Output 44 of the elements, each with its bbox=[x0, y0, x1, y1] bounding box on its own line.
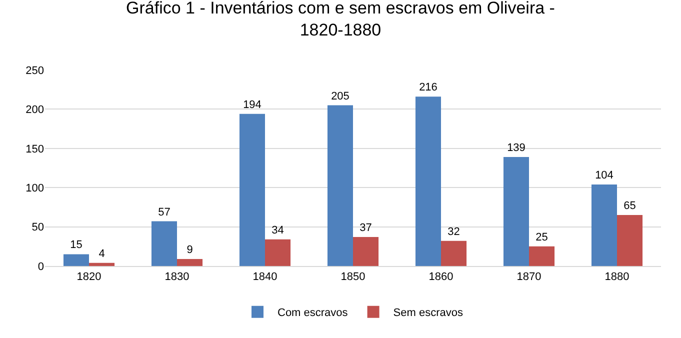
bar bbox=[89, 262, 115, 266]
data-label: 194 bbox=[243, 98, 262, 111]
bar bbox=[617, 215, 643, 266]
y-tick-label: 200 bbox=[26, 104, 44, 116]
x-tick-label: 1840 bbox=[252, 271, 278, 284]
y-tick-label: 150 bbox=[26, 143, 44, 156]
legend-label: Sem escravos bbox=[393, 307, 464, 320]
x-tick-label: 1820 bbox=[76, 271, 102, 284]
bar bbox=[63, 254, 89, 266]
chart-title: Gráfico 1 - Inventários com e sem escravos em Oliveira - 1820-1880 bbox=[126, 0, 555, 40]
bar bbox=[353, 236, 379, 266]
x-tick-label: 1880 bbox=[604, 271, 630, 284]
bar bbox=[265, 239, 291, 266]
x-tick-label: 1850 bbox=[340, 271, 366, 284]
data-label: 205 bbox=[331, 90, 350, 102]
y-tick-label: 0 bbox=[38, 260, 44, 273]
bar bbox=[591, 184, 617, 266]
bar bbox=[529, 246, 555, 266]
x-tick-label: 1870 bbox=[516, 271, 542, 284]
data-label: 139 bbox=[507, 142, 526, 154]
data-label: 34 bbox=[272, 224, 284, 236]
data-label: 65 bbox=[624, 200, 636, 212]
data-label: 216 bbox=[419, 82, 438, 94]
data-label: 57 bbox=[158, 206, 170, 218]
data-label: 32 bbox=[448, 226, 460, 238]
x-tick-label: 1830 bbox=[164, 271, 190, 284]
y-tick-label: 100 bbox=[26, 182, 44, 194]
data-label: 4 bbox=[98, 248, 105, 260]
bar bbox=[503, 157, 529, 266]
y-tick-label: 250 bbox=[26, 64, 44, 77]
bar bbox=[151, 221, 177, 266]
data-label: 15 bbox=[70, 239, 82, 252]
bar bbox=[327, 105, 353, 266]
data-label: 104 bbox=[595, 169, 614, 182]
y-tick-label: 50 bbox=[32, 222, 44, 234]
bar bbox=[441, 240, 467, 266]
bar bbox=[177, 258, 203, 266]
x-tick-label: 1860 bbox=[428, 271, 454, 284]
legend-label: Com escravos bbox=[278, 307, 348, 320]
data-label: 37 bbox=[360, 222, 372, 234]
data-label: 25 bbox=[536, 231, 548, 244]
data-label: 9 bbox=[186, 244, 193, 256]
bar bbox=[415, 96, 441, 266]
bar bbox=[239, 114, 265, 266]
